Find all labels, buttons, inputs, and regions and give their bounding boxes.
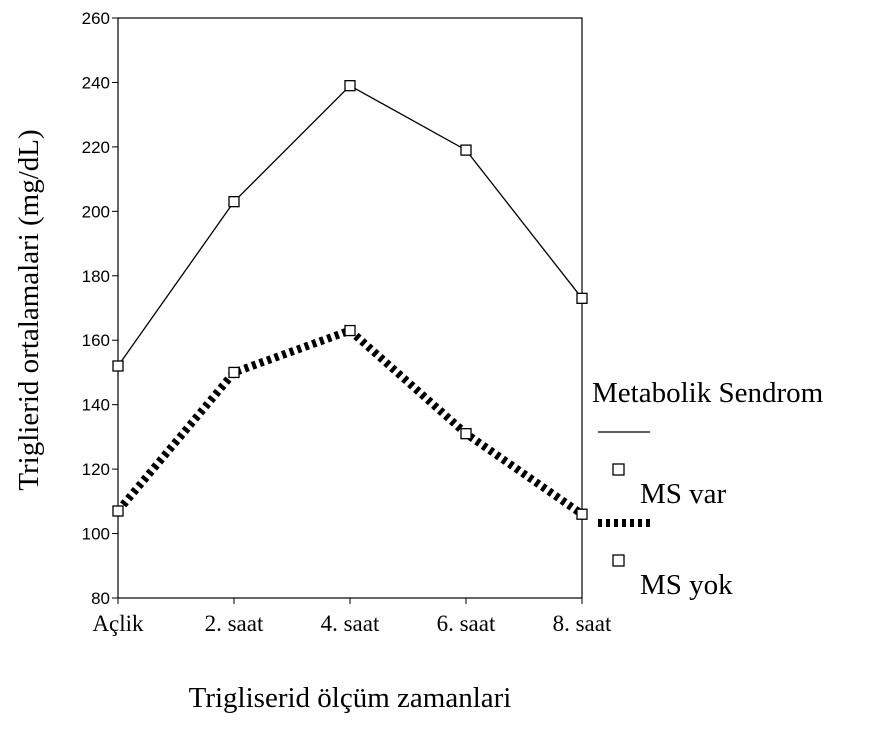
legend-title: Metabolik Sendrom xyxy=(592,377,824,409)
point-marker xyxy=(112,505,124,517)
series-line xyxy=(117,84,583,367)
y-tick-label: 80 xyxy=(91,589,110,608)
x-tick-label: Açlik xyxy=(92,611,144,636)
y-tick-label: 120 xyxy=(82,460,110,479)
x-tick-label: 4. saat xyxy=(321,611,380,636)
x-tick-label: 8. saat xyxy=(553,611,612,636)
legend-marker xyxy=(612,554,625,567)
y-tick-label: 200 xyxy=(82,202,110,221)
point-marker xyxy=(460,144,472,156)
x-tick-label: 2. saat xyxy=(205,611,264,636)
point-marker xyxy=(344,80,356,92)
point-marker xyxy=(228,196,240,208)
y-tick-label: 160 xyxy=(82,331,110,350)
x-axis-label: Trigliserid ölçüm zamanlari xyxy=(189,682,512,714)
legend-marker xyxy=(612,463,625,476)
y-tick-label: 140 xyxy=(82,396,110,415)
legend-label: MS var xyxy=(640,478,727,510)
legend-label: MS yok xyxy=(640,569,733,601)
point-marker xyxy=(228,366,240,379)
x-tick-label: 6. saat xyxy=(437,611,496,636)
point-marker xyxy=(576,292,588,304)
y-axis-label: Triglierid ortalamalari (mg/dL) xyxy=(13,129,45,490)
y-tick-label: 100 xyxy=(82,525,110,544)
y-tick-label: 260 xyxy=(82,9,110,28)
point-marker xyxy=(460,428,472,440)
y-tick-label: 220 xyxy=(82,138,110,157)
point-marker xyxy=(576,508,588,520)
y-tick-label: 240 xyxy=(82,73,110,92)
plot-frame xyxy=(117,17,583,599)
series-line xyxy=(114,325,585,518)
point-marker xyxy=(112,360,124,372)
point-marker xyxy=(344,324,356,337)
y-tick-label: 180 xyxy=(82,267,110,286)
